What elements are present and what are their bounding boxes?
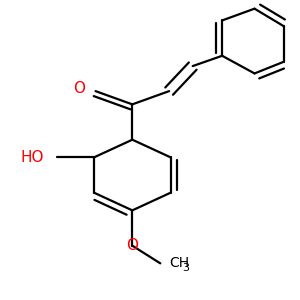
Text: CH: CH: [169, 256, 189, 270]
Text: 3: 3: [182, 263, 189, 273]
Text: HO: HO: [20, 150, 44, 165]
Text: O: O: [126, 238, 138, 253]
Text: O: O: [73, 81, 85, 96]
